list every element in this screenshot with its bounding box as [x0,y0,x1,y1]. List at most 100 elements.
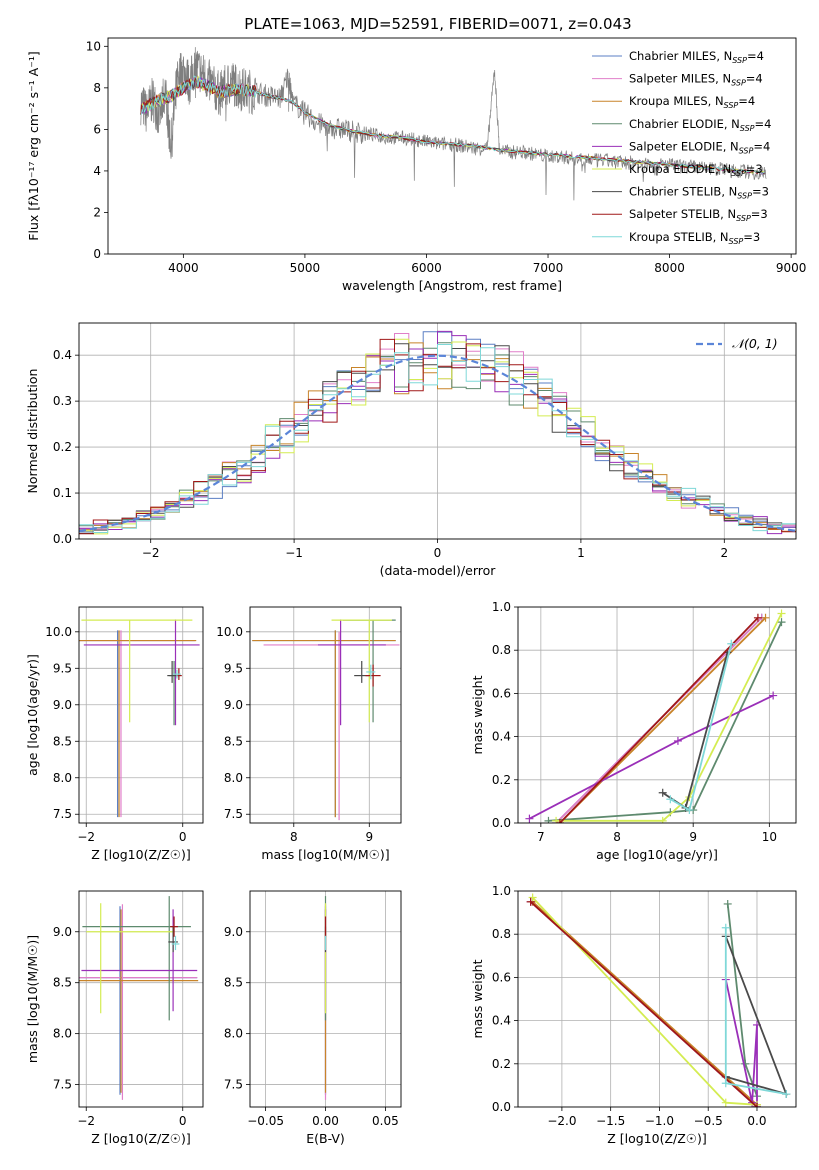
axes-frame [517,606,797,824]
y-axis-label: mass weight [470,959,485,1038]
x-tick-label: −0.5 [694,1114,723,1128]
plot-area [518,891,796,1107]
legend-entry: Chabrier MILES, NSSP=4 [629,49,764,65]
panel-mass_vs_ebv: −0.05 0.00 0.05 7.5 8.0 8.5 9.0 E(B-V) [224,890,402,1146]
y-tick-label: 4 [93,164,101,178]
x-axis-label: wavelength [Angstrom, rest frame] [342,278,562,293]
y-axis-label: age [log10(age/yr)] [25,654,40,776]
mass-weight-line [726,903,758,1097]
x-tick-label: 7000 [533,261,564,275]
mass-weight-marker [525,814,534,823]
legend-entry: Kroupa MILES, NSSP=4 [629,94,755,110]
x-tick-label: 8000 [654,261,685,275]
plot-area [250,607,401,823]
residual-histogram [79,344,796,533]
y-tick-label: 9.0 [224,925,243,939]
legend-entry: Salpeter ELODIE, NSSP=4 [629,139,770,155]
y-axis-label: mass [log10(M/M☉)] [25,935,40,1063]
x-tick-label: 9 [689,830,697,844]
x-tick-label: 0 [179,830,187,844]
mass-weight-line [559,617,759,823]
panel-mass_vs_z: −2 0 7.5 8.0 8.5 9.0 Z [log10(Z/Z☉)] mass [log1… [25,890,204,1146]
y-tick-label: 0.4 [492,730,511,744]
mass-weight-line [530,901,758,1107]
plot-area [79,607,203,823]
y-tick-label: 0.0 [492,1100,511,1114]
mass-weight-marker [753,613,762,622]
mass-weight-marker [526,897,535,906]
y-tick-label: 1.0 [492,600,511,614]
y-axis-label: Normed distribution [25,369,40,494]
mass-weight-line [724,936,788,1096]
x-tick-label: −2 [142,546,160,560]
x-axis-label: Z [log10(Z/Z☉)] [91,847,191,862]
y-tick-label: 0.6 [492,686,511,700]
y-tick-label: 8 [93,81,101,95]
mass-weight-marker [752,1103,761,1107]
legend-entry: Chabrier ELODIE, NSSP=4 [629,117,771,133]
mass-weight-marker [761,613,770,622]
y-tick-label: 8.0 [53,1027,72,1041]
y-tick-label: 0.6 [492,970,511,984]
x-tick-label: 0 [434,546,442,560]
x-tick-label: −1.0 [645,1114,674,1128]
y-tick-label: 7.5 [53,1078,72,1092]
y-tick-label: 0.2 [492,1057,511,1071]
mass-weight-marker [782,1090,791,1099]
y-tick-label: 0.4 [53,348,72,362]
y-tick-label: 7.5 [224,1078,243,1092]
mass-weight-marker [555,819,564,823]
mass-weight-marker [658,816,667,823]
mass-weight-marker [723,899,732,908]
axes-frame [249,890,402,1108]
x-tick-label: 10 [762,830,777,844]
y-tick-label: 9.5 [53,661,72,675]
y-tick-label: 0.0 [53,532,72,546]
x-tick-label: −2 [77,1114,95,1128]
mass-weight-marker [673,736,682,745]
legend-entry: Salpeter MILES, NSSP=4 [629,72,763,88]
mass-weight-marker [666,795,675,804]
x-tick-label: 6000 [411,261,442,275]
x-axis-label: (data-model)/error [380,563,497,578]
panels: 4000 5000 6000 7000 8000 90000246810wavelengt… [25,37,806,1146]
mass-weight-marker [721,1098,730,1107]
y-axis-label: mass weight [470,675,485,754]
legend-entry: 𝒩(0, 1) [732,336,778,351]
mass-weight-line [556,613,783,822]
x-tick-label: −2 [77,830,95,844]
y-tick-label: 8.5 [53,734,72,748]
x-tick-label: −1 [285,546,303,560]
y-tick-label: 9.0 [224,698,243,712]
y-tick-label: 9.5 [224,661,243,675]
y-tick-label: 0.4 [492,1014,511,1028]
y-tick-label: 0.8 [492,927,511,941]
mass-weight-marker [727,639,736,648]
y-tick-label: 10.0 [216,625,243,639]
panel-age_vs_z: −2 0 7.5 8.0 8.5 9.0 9.5 10.0 Z [log10(Z/Z☉)] age… [25,606,204,862]
x-tick-label: 0 [179,1114,187,1128]
y-tick-label: 0.3 [53,394,72,408]
x-tick-label: −2.0 [547,1114,576,1128]
y-tick-label: 2 [93,205,101,219]
mass-weight-marker [528,893,537,902]
x-tick-label: 2 [720,546,728,560]
mass-weight-marker [721,923,730,932]
mass-weight-line [548,621,783,822]
mass-weight-line [531,901,758,1106]
y-tick-label: 8.5 [53,976,72,990]
y-tick-label: 0 [93,247,101,261]
gaussian-curve [79,354,796,532]
x-axis-label: age [log10(age/yr)] [596,847,718,862]
mass-weight-marker [658,788,667,797]
plot-area [140,47,767,201]
y-tick-label: 7.5 [53,807,72,821]
y-tick-label: 8.0 [53,771,72,785]
x-tick-label: 5000 [290,261,321,275]
y-tick-label: 0.2 [53,440,72,454]
legend-entry: Chabrier STELIB, NSSP=3 [629,185,769,201]
x-tick-label: 7 [537,830,545,844]
y-tick-label: 0.1 [53,486,72,500]
y-tick-label: 7.5 [224,807,243,821]
